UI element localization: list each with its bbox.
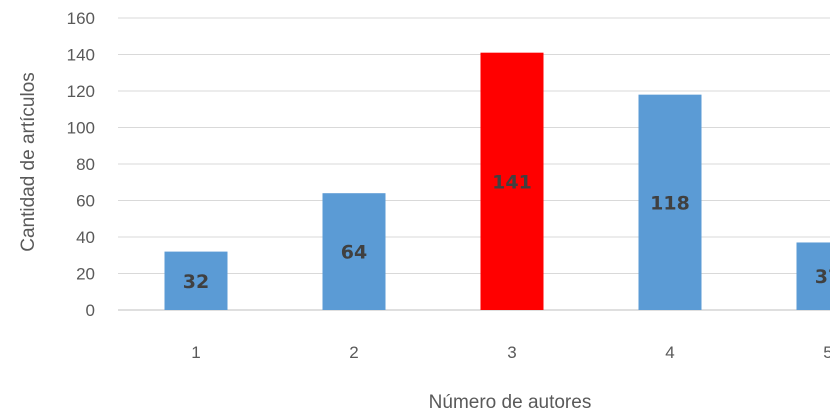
y-tick-label: 160	[67, 9, 95, 28]
data-label-1: 32	[183, 271, 209, 293]
y-tick-label: 20	[76, 265, 95, 284]
data-labels: 32 64 141 118 37	[183, 171, 830, 292]
x-axis-tick-labels: 1 2 3 4 5	[191, 343, 830, 362]
x-tick-label: 2	[349, 343, 358, 362]
y-tick-label: 100	[67, 119, 95, 138]
y-tick-label: 40	[76, 228, 95, 247]
y-tick-label: 120	[67, 82, 95, 101]
bar-5	[796, 242, 830, 310]
y-tick-label: 60	[76, 192, 95, 211]
y-axis-title: Cantidad de artículos	[18, 72, 39, 252]
data-label-2: 64	[341, 242, 367, 264]
data-label-3: 141	[492, 171, 532, 193]
bar-4	[638, 94, 702, 311]
x-tick-label: 3	[507, 343, 516, 362]
data-label-4: 118	[650, 192, 690, 214]
y-tick-label: 140	[67, 46, 95, 65]
bars	[164, 52, 830, 311]
data-label-5: 37	[815, 266, 830, 288]
gridlines	[118, 17, 830, 311]
y-tick-label: 0	[86, 301, 95, 320]
bar-3	[480, 52, 544, 311]
x-axis-title: Número de autores	[429, 392, 592, 413]
bar-1	[164, 251, 228, 310]
x-tick-label: 1	[191, 343, 200, 362]
x-tick-label: 5	[823, 343, 830, 362]
bar-2	[322, 193, 386, 310]
x-tick-label: 4	[665, 343, 674, 362]
y-axis-tick-labels: 0 20 40 60 80 100 120 140 160	[67, 9, 95, 320]
y-tick-label: 80	[76, 155, 95, 174]
